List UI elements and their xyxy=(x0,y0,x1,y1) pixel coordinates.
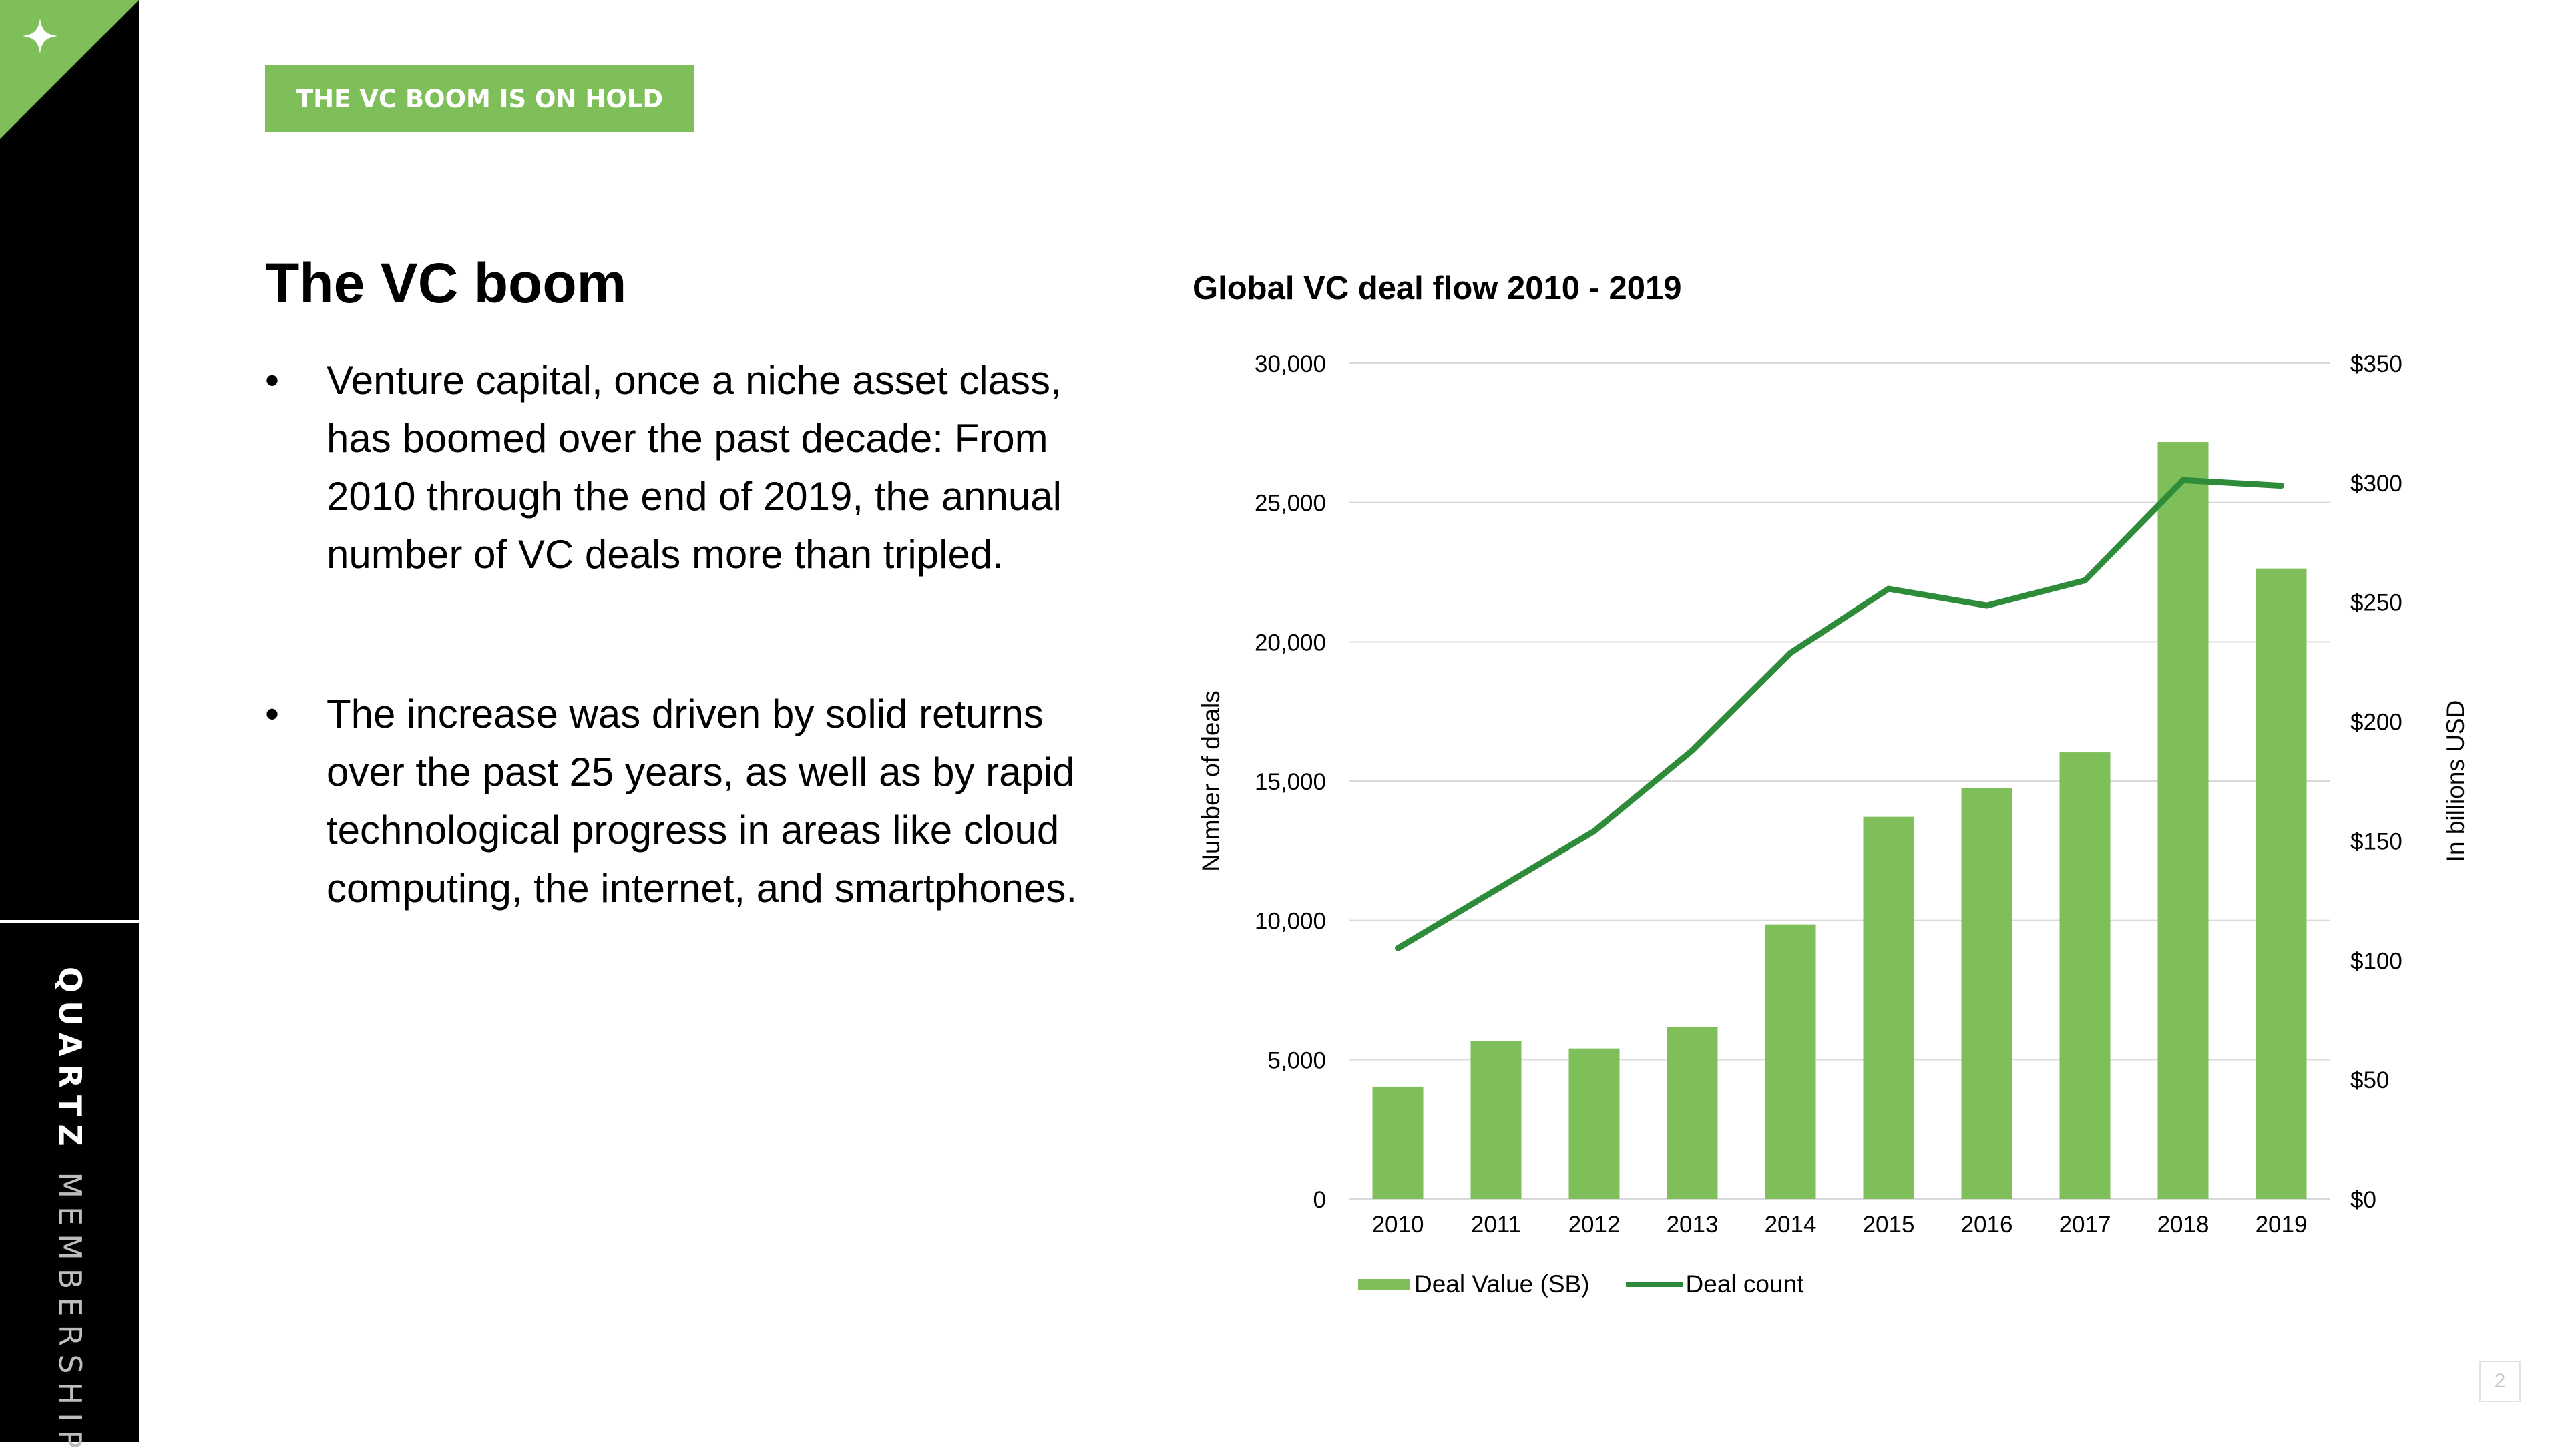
x-tick-label: 2013 xyxy=(1667,1212,1719,1238)
legend-item-deal-value: Deal Value (SB) xyxy=(1358,1270,1590,1298)
y-left-tick-label: 10,000 xyxy=(1255,909,1326,935)
x-tick-label: 2019 xyxy=(2256,1212,2308,1238)
bar-2019 xyxy=(2256,569,2307,1199)
bar-2014 xyxy=(1765,925,1816,1199)
y-right-tick-label: $350 xyxy=(2350,351,2402,377)
bar-2010 xyxy=(1373,1087,1424,1199)
y-right-tick-label: $250 xyxy=(2350,590,2402,616)
bar-2016 xyxy=(1962,788,2012,1199)
y-right-tick-label: $200 xyxy=(2350,710,2402,736)
x-tick-label: 2012 xyxy=(1568,1212,1621,1238)
bar-2011 xyxy=(1471,1041,1522,1199)
legend-swatch-line xyxy=(1626,1282,1683,1287)
x-tick-label: 2015 xyxy=(1863,1212,1915,1238)
y-right-tick-label: $0 xyxy=(2350,1187,2376,1213)
x-tick-label: 2016 xyxy=(1961,1212,2013,1238)
y-left-tick-label: 15,000 xyxy=(1255,769,1326,795)
x-tick-label: 2018 xyxy=(2157,1212,2209,1238)
bar-2015 xyxy=(1864,817,1914,1199)
chart-legend: Deal Value (SB) Deal count xyxy=(1358,1266,1840,1303)
y-right-tick-label: $50 xyxy=(2350,1067,2389,1094)
y-right-tick-label: $150 xyxy=(2350,828,2402,855)
y-right-axis-label: In billions USD xyxy=(2442,700,2469,863)
page-number: 2 xyxy=(2479,1361,2521,1402)
y-left-tick-label: 30,000 xyxy=(1255,351,1326,377)
y-left-tick-label: 0 xyxy=(1313,1187,1326,1213)
legend-label: Deal Value (SB) xyxy=(1414,1270,1590,1298)
x-tick-label: 2010 xyxy=(1372,1212,1424,1238)
y-left-tick-label: 20,000 xyxy=(1255,630,1326,656)
y-left-tick-label: 25,000 xyxy=(1255,491,1326,517)
bar-2013 xyxy=(1667,1027,1718,1199)
deal-count-line xyxy=(1398,480,2282,948)
x-tick-label: 2011 xyxy=(1471,1212,1521,1238)
bar-2012 xyxy=(1569,1049,1620,1199)
x-tick-label: 2014 xyxy=(1765,1212,1817,1238)
x-tick-label: 2017 xyxy=(2059,1212,2111,1238)
bar-2017 xyxy=(2060,752,2111,1199)
y-left-tick-label: 5,000 xyxy=(1267,1047,1326,1073)
legend-swatch-bar xyxy=(1358,1279,1410,1290)
y-right-tick-label: $300 xyxy=(2350,471,2402,497)
legend-label: Deal count xyxy=(1686,1270,1804,1298)
legend-item-deal-count: Deal count xyxy=(1626,1270,1804,1298)
bar-2018 xyxy=(2158,442,2209,1199)
y-left-axis-label: Number of deals xyxy=(1197,690,1225,871)
y-right-tick-label: $100 xyxy=(2350,948,2402,974)
